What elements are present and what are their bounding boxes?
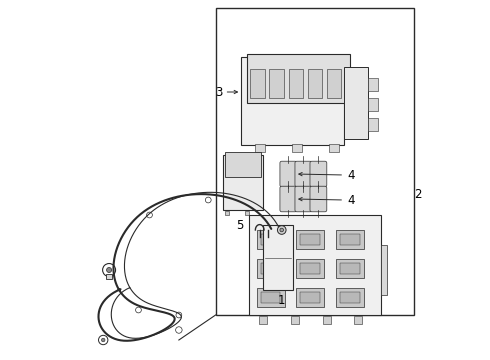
Bar — [223, 155, 263, 210]
Bar — [106, 274, 112, 279]
Bar — [257, 288, 285, 307]
Bar — [329, 144, 339, 152]
Bar — [327, 69, 342, 99]
Bar — [300, 234, 320, 245]
Bar — [259, 316, 267, 324]
Circle shape — [106, 267, 112, 273]
Bar — [257, 259, 285, 278]
Bar — [246, 54, 350, 103]
Bar — [340, 263, 360, 274]
Circle shape — [280, 228, 284, 232]
Bar — [296, 259, 324, 278]
Bar — [296, 288, 324, 307]
Bar — [296, 230, 324, 249]
Circle shape — [101, 338, 105, 342]
FancyBboxPatch shape — [310, 186, 327, 212]
Bar — [225, 211, 229, 215]
Bar — [308, 69, 322, 99]
Bar — [261, 263, 280, 274]
Bar — [368, 98, 378, 111]
Bar — [261, 292, 280, 303]
FancyBboxPatch shape — [295, 186, 312, 212]
Bar — [340, 292, 360, 303]
Bar — [291, 316, 299, 324]
FancyBboxPatch shape — [295, 161, 312, 187]
FancyBboxPatch shape — [310, 161, 327, 187]
Bar — [368, 78, 378, 91]
Bar — [381, 245, 388, 295]
Bar — [257, 230, 285, 249]
Text: 3: 3 — [216, 86, 223, 99]
Text: 5: 5 — [236, 219, 244, 231]
Bar — [336, 230, 364, 249]
Bar — [245, 211, 249, 215]
Bar — [368, 118, 378, 131]
Bar — [344, 67, 368, 139]
Bar — [248, 215, 381, 315]
Text: 1: 1 — [278, 293, 286, 306]
Bar — [289, 69, 303, 99]
Bar — [225, 152, 261, 177]
Text: 4: 4 — [347, 194, 355, 207]
Bar — [300, 263, 320, 274]
Bar — [323, 316, 331, 324]
Bar — [254, 144, 265, 152]
Bar — [261, 234, 280, 245]
Text: 2: 2 — [414, 189, 421, 202]
Bar — [263, 225, 293, 290]
Bar — [250, 69, 265, 99]
Bar — [340, 234, 360, 245]
Bar — [336, 259, 364, 278]
Bar — [270, 69, 284, 99]
FancyBboxPatch shape — [280, 186, 297, 212]
Bar — [300, 292, 320, 303]
Text: 4: 4 — [347, 168, 355, 181]
Bar — [292, 144, 302, 152]
FancyBboxPatch shape — [280, 161, 297, 187]
Circle shape — [277, 226, 286, 234]
Bar — [216, 8, 414, 315]
Bar — [336, 288, 364, 307]
Bar — [242, 57, 344, 145]
Bar — [354, 316, 363, 324]
